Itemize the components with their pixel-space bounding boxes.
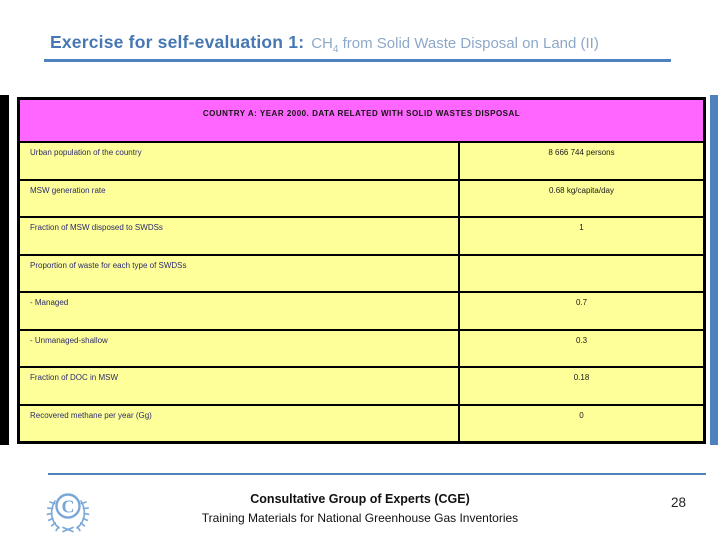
row-value: 0 [458, 405, 703, 441]
table-row: - Unmanaged-shallow 0.3 [20, 328, 703, 366]
svg-text:C: C [62, 497, 75, 517]
subtitle-rest: from Solid Waste Disposal on Land (II) [338, 35, 599, 52]
row-label: - Managed [30, 298, 69, 307]
row-value: 1 [458, 218, 703, 254]
right-accent-bar [710, 95, 718, 445]
table-row: - Managed 0.7 [20, 291, 703, 329]
table-row: Recovered methane per year (Gg) 0 [20, 403, 703, 441]
row-label: Urban population of the country [30, 148, 142, 157]
table-row: Fraction of DOC in MSW 0.18 [20, 366, 703, 404]
page-number: 28 [671, 495, 687, 510]
table-row: Fraction of MSW disposed to SWDSs 1 [20, 216, 703, 254]
table-row: Urban population of the country 8 666 74… [20, 141, 703, 179]
subtitle-subscript-4: 4 [332, 44, 339, 55]
table-row: Proportion of waste for each type of SWD… [20, 253, 703, 291]
row-label: MSW generation rate [30, 185, 106, 195]
data-table: COUNTRY A: YEAR 2000. DATA RELATED WITH … [17, 97, 706, 444]
title-underline [44, 59, 671, 62]
row-value: 0.18 [458, 368, 703, 404]
left-accent-bar [0, 95, 9, 445]
row-value [458, 255, 703, 291]
footer-organization: Consultative Group of Experts (CGE) [250, 492, 470, 506]
footer-divider [48, 473, 706, 475]
table-row: MSW generation rate 0.68 kg/capita/day [20, 178, 703, 216]
row-value: 0.3 [458, 330, 703, 366]
subtitle-ch: CH [311, 35, 333, 52]
row-value: 0.68 kg/capita/day [458, 180, 703, 216]
slide-title-subtitle: CH4 from Solid Waste Disposal on Land (I… [311, 35, 599, 55]
row-label: Fraction of MSW disposed to SWDSs [30, 223, 163, 232]
row-label: Recovered methane per year (Gg) [30, 410, 152, 420]
row-value: 0.7 [458, 293, 703, 329]
row-label: Fraction of DOC in MSW [30, 373, 119, 382]
footer-materials-line: Training Materials for National Greenhou… [201, 511, 519, 525]
row-value: 8 666 744 persons [458, 143, 703, 179]
slide-title: Exercise for self-evaluation 1: CH4 from … [50, 32, 599, 55]
unfccc-logo-icon: C [46, 493, 90, 533]
slide-title-main: Exercise for self-evaluation 1: [50, 32, 305, 52]
table-header: COUNTRY A: YEAR 2000. DATA RELATED WITH … [20, 100, 703, 141]
row-label: Proportion of waste for each type of SWD… [30, 260, 187, 270]
row-label: - Unmanaged-shallow [30, 335, 108, 345]
